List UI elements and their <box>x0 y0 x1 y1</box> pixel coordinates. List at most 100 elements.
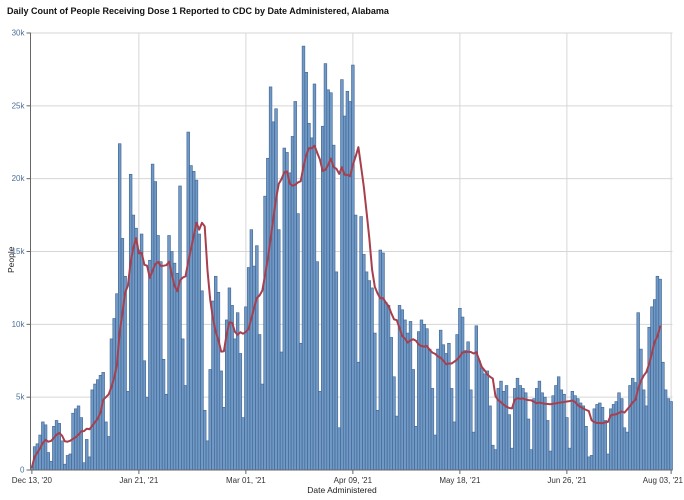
bar <box>430 388 435 471</box>
bar <box>304 72 308 471</box>
bar <box>647 326 651 471</box>
x-tick-label: Jun 26, '21 <box>547 476 586 485</box>
y-tick-label: 0 <box>20 466 25 475</box>
bar <box>60 440 64 471</box>
bar <box>268 86 273 471</box>
y-tick-label: 5k <box>16 393 25 402</box>
bar <box>359 216 363 471</box>
bar <box>112 318 116 471</box>
bar <box>389 337 393 471</box>
bar <box>167 235 171 471</box>
bar <box>68 453 72 471</box>
bar <box>148 259 152 471</box>
bar <box>345 90 350 471</box>
x-axis-title: Date Administered <box>307 485 377 495</box>
bar <box>370 287 374 471</box>
bar <box>79 417 83 471</box>
bar <box>628 385 632 471</box>
bar <box>666 398 671 471</box>
bar <box>142 360 147 471</box>
bar <box>510 447 514 471</box>
bar <box>249 229 254 471</box>
bar <box>493 449 498 471</box>
bar <box>214 275 218 471</box>
bar <box>296 213 300 471</box>
bar <box>411 369 415 471</box>
bar <box>181 338 185 471</box>
bar <box>631 377 635 471</box>
bar <box>233 338 237 471</box>
x-tick-label: Dec 13, '20 <box>12 476 53 485</box>
bar <box>598 402 602 471</box>
bar <box>406 332 410 471</box>
bar <box>565 417 569 471</box>
y-tick-label: 20k <box>12 174 26 183</box>
bar <box>449 388 454 471</box>
bar <box>326 89 330 471</box>
bar <box>537 380 542 471</box>
bar <box>90 389 94 471</box>
bar <box>395 415 399 471</box>
bar <box>622 427 627 471</box>
bar <box>342 115 347 471</box>
bar <box>606 453 610 471</box>
bar <box>274 108 278 471</box>
bar <box>170 251 174 471</box>
bar <box>403 319 407 471</box>
bar <box>175 273 179 471</box>
bar <box>348 101 352 471</box>
bar <box>614 401 618 471</box>
bar <box>642 389 646 471</box>
bar <box>600 407 605 471</box>
bar <box>255 245 259 471</box>
bar <box>307 123 311 471</box>
bar <box>120 238 125 471</box>
bar <box>452 421 457 471</box>
bar <box>469 389 473 471</box>
x-tick-label: Jan 21, '21 <box>119 476 158 485</box>
bar <box>362 254 366 471</box>
bar <box>581 405 586 471</box>
bar <box>556 376 561 471</box>
bar <box>216 291 221 471</box>
bar <box>109 338 114 471</box>
bar <box>126 391 130 471</box>
bar <box>381 252 385 471</box>
bar <box>504 385 509 471</box>
bar <box>315 261 319 471</box>
x-tick-label: Apr 09, '21 <box>334 476 373 485</box>
bar <box>515 377 520 471</box>
bar <box>356 361 361 471</box>
bar <box>543 396 547 471</box>
bar <box>529 449 533 471</box>
bar <box>161 358 166 471</box>
trend-line <box>30 144 662 469</box>
bar <box>658 278 662 471</box>
bar <box>139 233 144 471</box>
bar <box>661 361 665 471</box>
bar <box>652 299 657 471</box>
bar <box>192 171 196 471</box>
y-tick-label: 30k <box>12 29 26 38</box>
bar <box>87 456 92 471</box>
bar <box>96 379 100 471</box>
bar <box>285 152 289 471</box>
bar <box>587 456 591 471</box>
bar <box>189 165 193 471</box>
bar <box>93 383 97 471</box>
bar <box>576 398 580 471</box>
bar <box>117 143 122 471</box>
bar <box>499 380 503 471</box>
bar <box>340 79 344 471</box>
bar <box>482 373 487 471</box>
bar <box>455 334 459 471</box>
bar <box>299 342 303 471</box>
bar <box>312 83 317 471</box>
bar <box>532 398 536 471</box>
bar <box>46 452 50 471</box>
bar <box>570 391 575 471</box>
bar <box>279 351 284 471</box>
bar <box>438 329 443 471</box>
bar <box>137 249 141 471</box>
